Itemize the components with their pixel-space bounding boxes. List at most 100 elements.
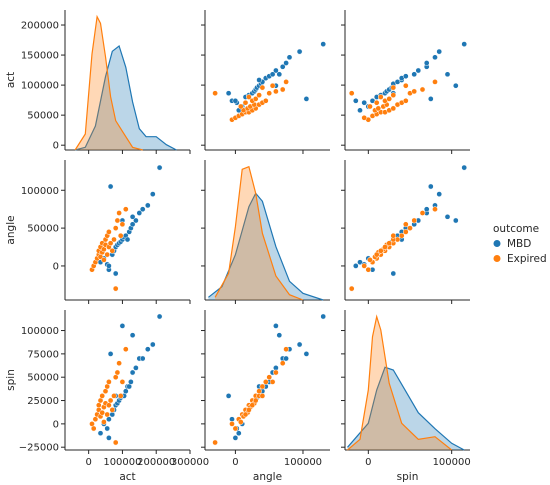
point-mbd xyxy=(352,263,359,269)
legend-label-mbd: MBD xyxy=(507,238,531,250)
point-expired xyxy=(252,96,259,102)
kde-fill-expired-angle xyxy=(215,166,303,300)
point-expired xyxy=(377,94,384,100)
point-expired xyxy=(119,221,126,228)
kde-fill-mbd-angle xyxy=(208,193,324,300)
point-mbd xyxy=(225,90,232,97)
point-mbd xyxy=(357,107,363,114)
point-expired xyxy=(246,407,252,413)
y-tick-label: 150000 xyxy=(21,51,59,62)
point-mbd xyxy=(444,213,451,220)
point-mbd xyxy=(104,425,111,432)
point-mbd xyxy=(128,379,134,385)
y-tick-label: 50000 xyxy=(27,224,59,235)
kde-line-mbd-spin xyxy=(347,366,465,451)
point-expired xyxy=(262,97,269,104)
kde-fill-expired-spin xyxy=(347,316,452,450)
point-mbd xyxy=(444,71,451,78)
point-mbd xyxy=(461,41,468,47)
point-expired xyxy=(348,90,355,97)
point-expired xyxy=(106,229,112,235)
x-tick-label: 0 xyxy=(85,457,91,468)
point-expired xyxy=(122,206,129,213)
point-expired xyxy=(402,221,409,228)
legend-marker-expired xyxy=(493,255,501,262)
point-expired xyxy=(92,416,99,423)
point-expired xyxy=(101,419,107,425)
point-expired xyxy=(107,240,114,247)
point-mbd xyxy=(107,183,114,190)
point-expired xyxy=(390,92,397,98)
point-expired xyxy=(411,88,418,95)
point-expired xyxy=(390,232,397,239)
point-expired xyxy=(95,402,102,409)
kde-line-mbd-act xyxy=(74,44,177,151)
point-expired xyxy=(373,251,380,258)
point-expired xyxy=(365,266,372,273)
point-expired xyxy=(419,210,426,216)
point-mbd xyxy=(303,96,310,102)
point-mbd xyxy=(269,71,276,78)
point-mbd xyxy=(97,430,104,437)
kde-line-expired-angle xyxy=(214,165,304,301)
point-mbd xyxy=(415,67,422,74)
point-expired xyxy=(237,419,244,425)
point-expired xyxy=(252,397,259,404)
point-expired xyxy=(107,397,114,404)
x-tick-label: 100000 xyxy=(103,457,141,468)
point-expired xyxy=(266,90,273,97)
point-expired xyxy=(279,86,286,93)
point-mbd xyxy=(149,191,156,197)
point-expired xyxy=(407,225,413,231)
point-expired xyxy=(116,210,122,216)
point-expired xyxy=(111,236,117,243)
y-axis-label-act: act xyxy=(5,72,17,88)
point-mbd xyxy=(411,71,418,78)
x-tick-label: 0 xyxy=(232,457,238,468)
point-expired xyxy=(398,232,405,239)
point-mbd xyxy=(296,341,303,348)
point-mbd xyxy=(106,416,112,423)
point-expired xyxy=(237,103,244,110)
x-axis-label-spin: spin xyxy=(397,471,419,483)
point-expired xyxy=(269,82,276,89)
point-expired xyxy=(90,425,97,432)
point-expired xyxy=(262,379,269,385)
point-expired xyxy=(419,86,426,93)
y-tick-label: 25000 xyxy=(27,396,59,407)
kde-fill-mbd-act xyxy=(75,46,177,150)
point-mbd xyxy=(273,67,279,74)
legend-marker-mbd xyxy=(493,240,501,247)
point-mbd xyxy=(352,97,359,104)
point-mbd xyxy=(149,341,156,348)
point-mbd xyxy=(129,332,136,339)
point-expired xyxy=(112,285,119,292)
point-expired xyxy=(432,79,438,85)
panel-spin-vs-spin xyxy=(344,310,470,451)
point-expired xyxy=(283,79,289,85)
point-expired xyxy=(99,393,106,399)
point-mbd xyxy=(279,63,286,70)
kde-line-expired-act xyxy=(74,14,143,151)
point-mbd xyxy=(320,313,327,320)
y-tick-label: 0 xyxy=(53,419,59,430)
point-mbd xyxy=(276,332,283,339)
point-expired xyxy=(249,402,256,409)
point-mbd xyxy=(402,73,409,80)
panel-act-vs-spin xyxy=(344,10,470,151)
point-expired xyxy=(382,244,388,250)
panel-angle-vs-angle xyxy=(204,160,330,301)
point-expired xyxy=(375,105,382,112)
point-mbd xyxy=(106,435,112,441)
point-mbd xyxy=(461,164,468,171)
point-mbd xyxy=(133,217,139,224)
panel-spin-vs-act xyxy=(64,310,190,451)
point-expired xyxy=(112,374,119,381)
point-expired xyxy=(246,94,252,100)
kde-line-expired-spin xyxy=(347,314,453,451)
y-tick-label: 0 xyxy=(53,141,59,152)
point-expired xyxy=(109,407,116,413)
x-tick-label: 300000 xyxy=(171,457,209,468)
point-mbd xyxy=(122,388,129,395)
point-mbd xyxy=(283,355,289,362)
